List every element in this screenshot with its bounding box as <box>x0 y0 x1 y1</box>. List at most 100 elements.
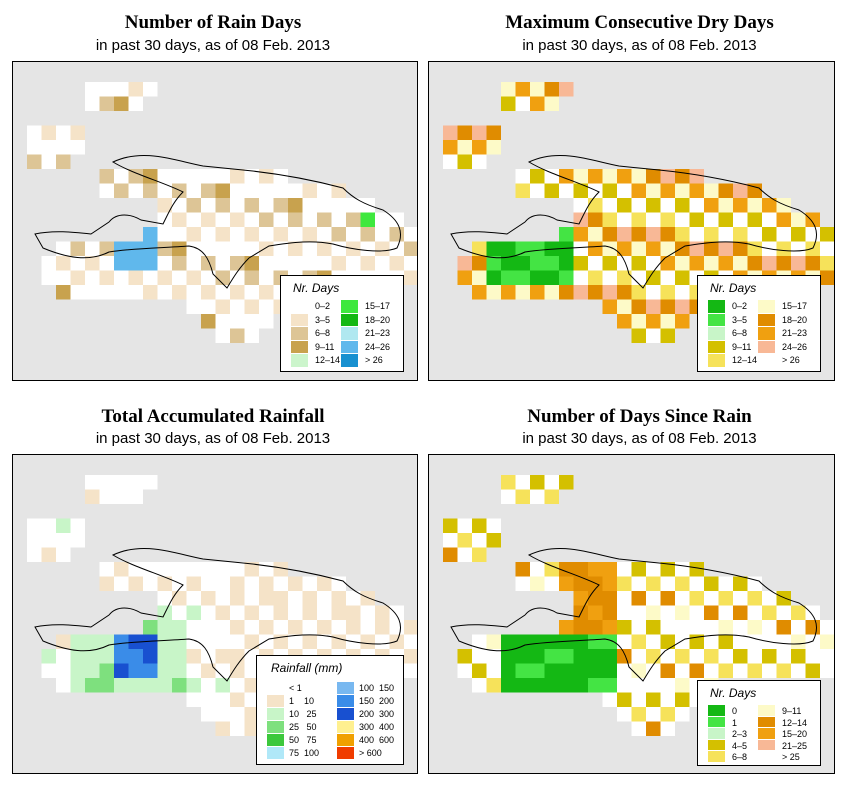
map-legend: Rainfall (mm) < 1 1 10 10 25 25 50 50 75 75 1… <box>256 655 404 765</box>
grid-cell <box>157 285 172 300</box>
grid-cell <box>573 634 588 649</box>
grid-cell <box>317 212 332 227</box>
grid-cell <box>617 241 632 256</box>
grid-cell <box>472 663 487 678</box>
grid-cell <box>259 605 274 620</box>
grid-cell <box>573 649 588 664</box>
grid-cell <box>172 591 187 606</box>
grid-cell <box>835 242 836 257</box>
legend-swatch <box>291 354 308 367</box>
grid-cell <box>114 256 129 271</box>
panel-rain-days: Number of Rain Days in past 30 days, as … <box>0 0 426 396</box>
grid-cell <box>675 562 690 577</box>
grid-cell <box>302 198 317 213</box>
grid-cell <box>143 82 158 97</box>
grid-cell <box>660 285 675 300</box>
grid-cell <box>186 591 201 606</box>
grid-cell <box>259 227 274 242</box>
grid-cell <box>244 285 259 300</box>
grid-cell <box>215 605 230 620</box>
legend-label: 6–8 <box>732 752 748 762</box>
grid-cell <box>791 634 806 649</box>
legend-swatch <box>267 747 284 759</box>
grid-cell <box>776 227 791 242</box>
grid-cell <box>143 620 158 635</box>
grid-cell <box>704 591 719 606</box>
grid-cell <box>646 591 661 606</box>
grid-cell <box>157 183 172 198</box>
grid-cell <box>675 241 690 256</box>
grid-cell <box>472 256 487 271</box>
grid-cell <box>805 256 820 271</box>
grid-cell <box>515 475 530 490</box>
grid-cell <box>360 241 375 256</box>
grid-cell <box>472 518 487 533</box>
grid-cell <box>704 620 719 635</box>
grid-cell <box>660 212 675 227</box>
grid-cell <box>259 591 274 606</box>
grid-cell <box>273 620 288 635</box>
grid-cell <box>501 256 516 271</box>
grid-cell <box>201 285 216 300</box>
grid-cell <box>331 256 346 271</box>
grid-cell <box>70 678 85 693</box>
grid-cell <box>602 198 617 213</box>
grid-cell <box>530 663 545 678</box>
grid-cell <box>172 678 187 693</box>
grid-cell <box>704 649 719 664</box>
grid-cell <box>157 270 172 285</box>
grid-cell <box>762 605 777 620</box>
grid-cell <box>776 256 791 271</box>
legend-swatch <box>758 705 775 716</box>
legend-label: 200 300 <box>359 709 395 719</box>
grid-cell <box>689 256 704 271</box>
grid-cell <box>157 227 172 242</box>
grid-cell <box>273 212 288 227</box>
grid-cell <box>588 678 603 693</box>
grid-cell <box>530 256 545 271</box>
grid-cell <box>646 678 661 693</box>
grid-cell <box>501 475 516 490</box>
grid-cell <box>660 663 675 678</box>
grid-cell <box>704 576 719 591</box>
grid-cell <box>99 82 114 97</box>
grid-cell <box>85 649 100 664</box>
grid-cell <box>244 241 259 256</box>
grid-cell <box>472 533 487 548</box>
grid-cell <box>186 270 201 285</box>
grid-cell <box>201 562 216 577</box>
legend-swatch <box>708 300 725 313</box>
grid-cell <box>230 328 245 343</box>
grid-cell <box>70 634 85 649</box>
grid-cell <box>675 314 690 329</box>
grid-cell <box>660 692 675 707</box>
legend-label: 15–17 <box>782 301 808 311</box>
grid-cell <box>646 169 661 184</box>
grid-cell <box>70 649 85 664</box>
grid-cell <box>157 634 172 649</box>
grid-cell <box>515 489 530 504</box>
grid-cell <box>573 663 588 678</box>
grid-cell <box>114 475 129 490</box>
grid-cell <box>85 82 100 97</box>
grid-cell <box>70 270 85 285</box>
grid-cell <box>201 692 216 707</box>
grid-cell <box>302 576 317 591</box>
grid-cell <box>99 649 114 664</box>
grid-cell <box>733 605 748 620</box>
legend-swatch <box>758 340 775 353</box>
grid-cell <box>791 241 806 256</box>
grid-cell <box>472 547 487 562</box>
grid-cell <box>27 140 42 155</box>
grid-cell <box>559 620 574 635</box>
grid-cell <box>128 270 143 285</box>
grid-cell <box>602 591 617 606</box>
legend-swatch <box>341 313 358 326</box>
grid-cell <box>56 241 71 256</box>
legend-title: Rainfall (mm) <box>271 661 343 675</box>
legend-label: 2–3 <box>732 729 748 739</box>
legend-label: 9–11 <box>782 706 802 716</box>
grid-cell <box>302 227 317 242</box>
grid-cell <box>215 183 230 198</box>
grid-cell <box>114 82 129 97</box>
